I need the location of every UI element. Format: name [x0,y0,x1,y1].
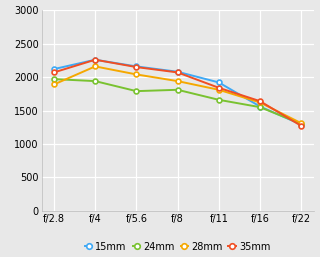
Legend: 15mm, 24mm, 28mm, 35mm: 15mm, 24mm, 28mm, 35mm [85,242,270,252]
